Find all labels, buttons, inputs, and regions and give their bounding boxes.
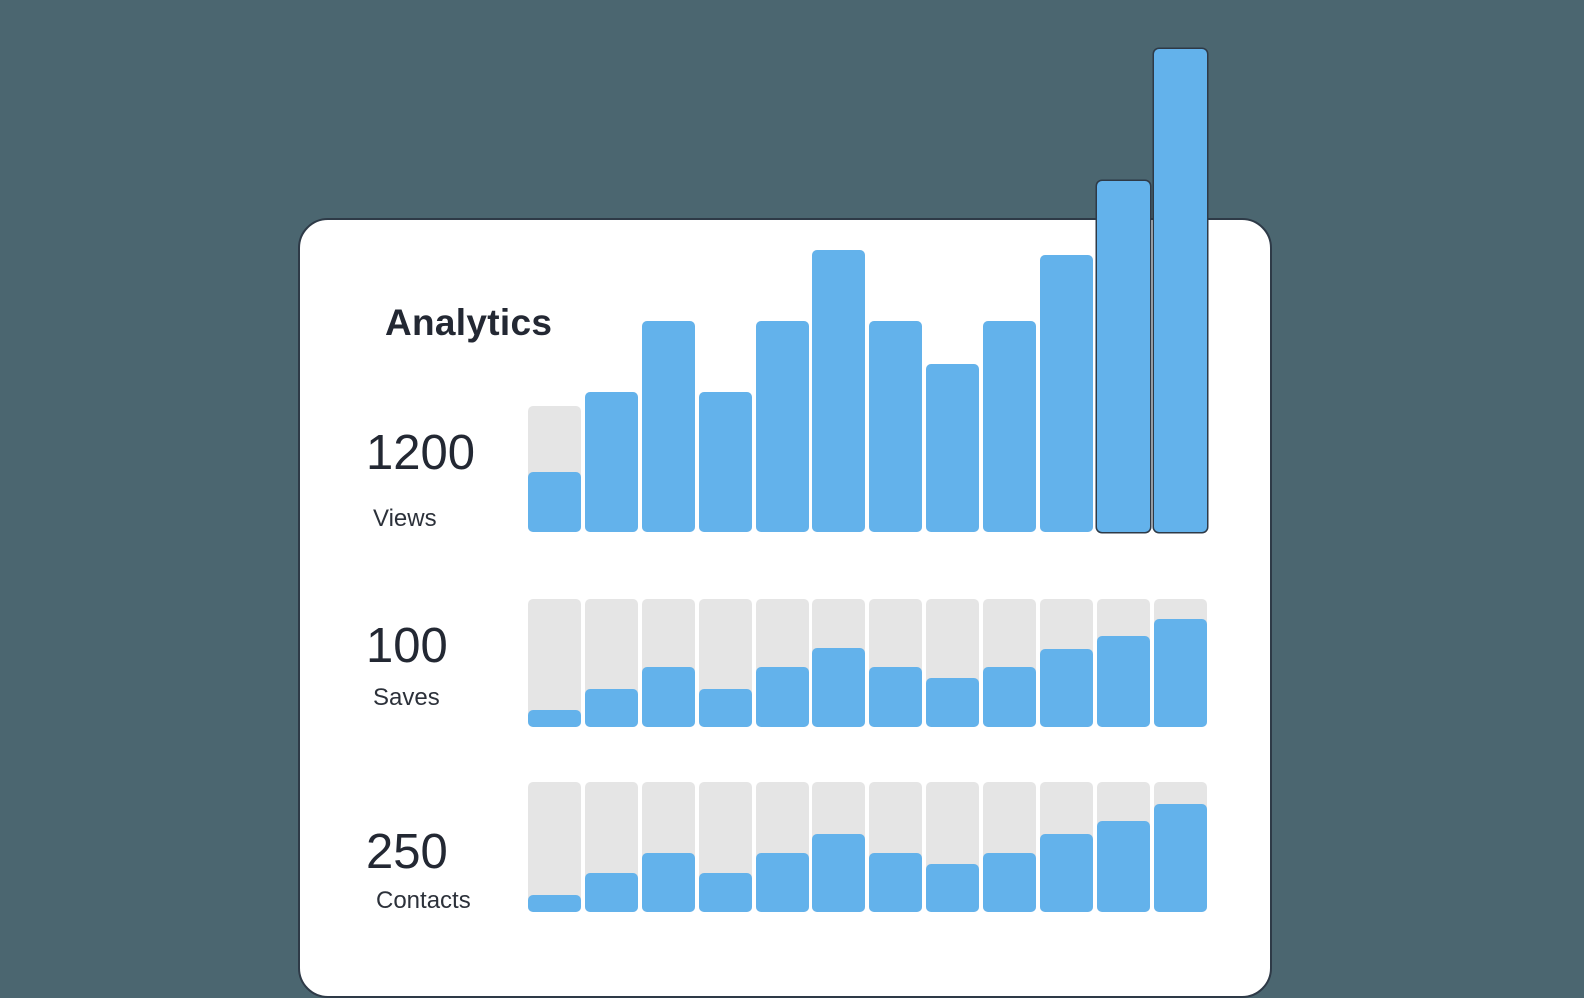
contacts-bar [869,853,922,912]
contacts-bar [528,895,581,912]
contacts-bar [756,853,809,912]
views-bar [756,321,809,532]
views-bar [528,472,581,532]
saves-bar [642,667,695,727]
contacts-label: Contacts [376,887,471,914]
views-bar [812,250,865,532]
saves-bar-track [528,599,581,727]
views-bar [869,321,922,532]
contacts-bar [983,853,1036,912]
contacts-bar [1154,804,1207,912]
saves-bar [983,667,1036,727]
saves-bar [1154,619,1207,727]
views-bar [642,321,695,532]
contacts-bar-track [528,782,581,912]
views-bar [1097,181,1150,532]
views-bar [699,392,752,532]
card-title: Analytics [385,302,553,343]
saves-bar [1040,649,1093,727]
views-value: 1200 [366,426,476,480]
saves-bar [756,667,809,727]
contacts-bar [926,864,979,912]
contacts-bar [1097,821,1150,912]
saves-bar [812,648,865,727]
contacts-value: 250 [366,825,448,879]
contacts-bar [585,873,638,912]
contacts-bar [812,834,865,912]
views-bar [983,321,1036,532]
saves-label: Saves [373,684,440,711]
views-bar [926,364,979,532]
contacts-bar [642,853,695,912]
views-label: Views [373,505,437,532]
views-bar [585,392,638,532]
saves-value: 100 [366,619,448,673]
saves-bar [926,678,979,727]
views-bar [1040,255,1093,532]
saves-bar [699,689,752,727]
saves-bar [869,667,922,727]
views-bar [1154,49,1207,532]
saves-bar [528,710,581,727]
contacts-bar [699,873,752,912]
contacts-bar [1040,834,1093,912]
saves-bar [585,689,638,727]
saves-bar [1097,636,1150,727]
